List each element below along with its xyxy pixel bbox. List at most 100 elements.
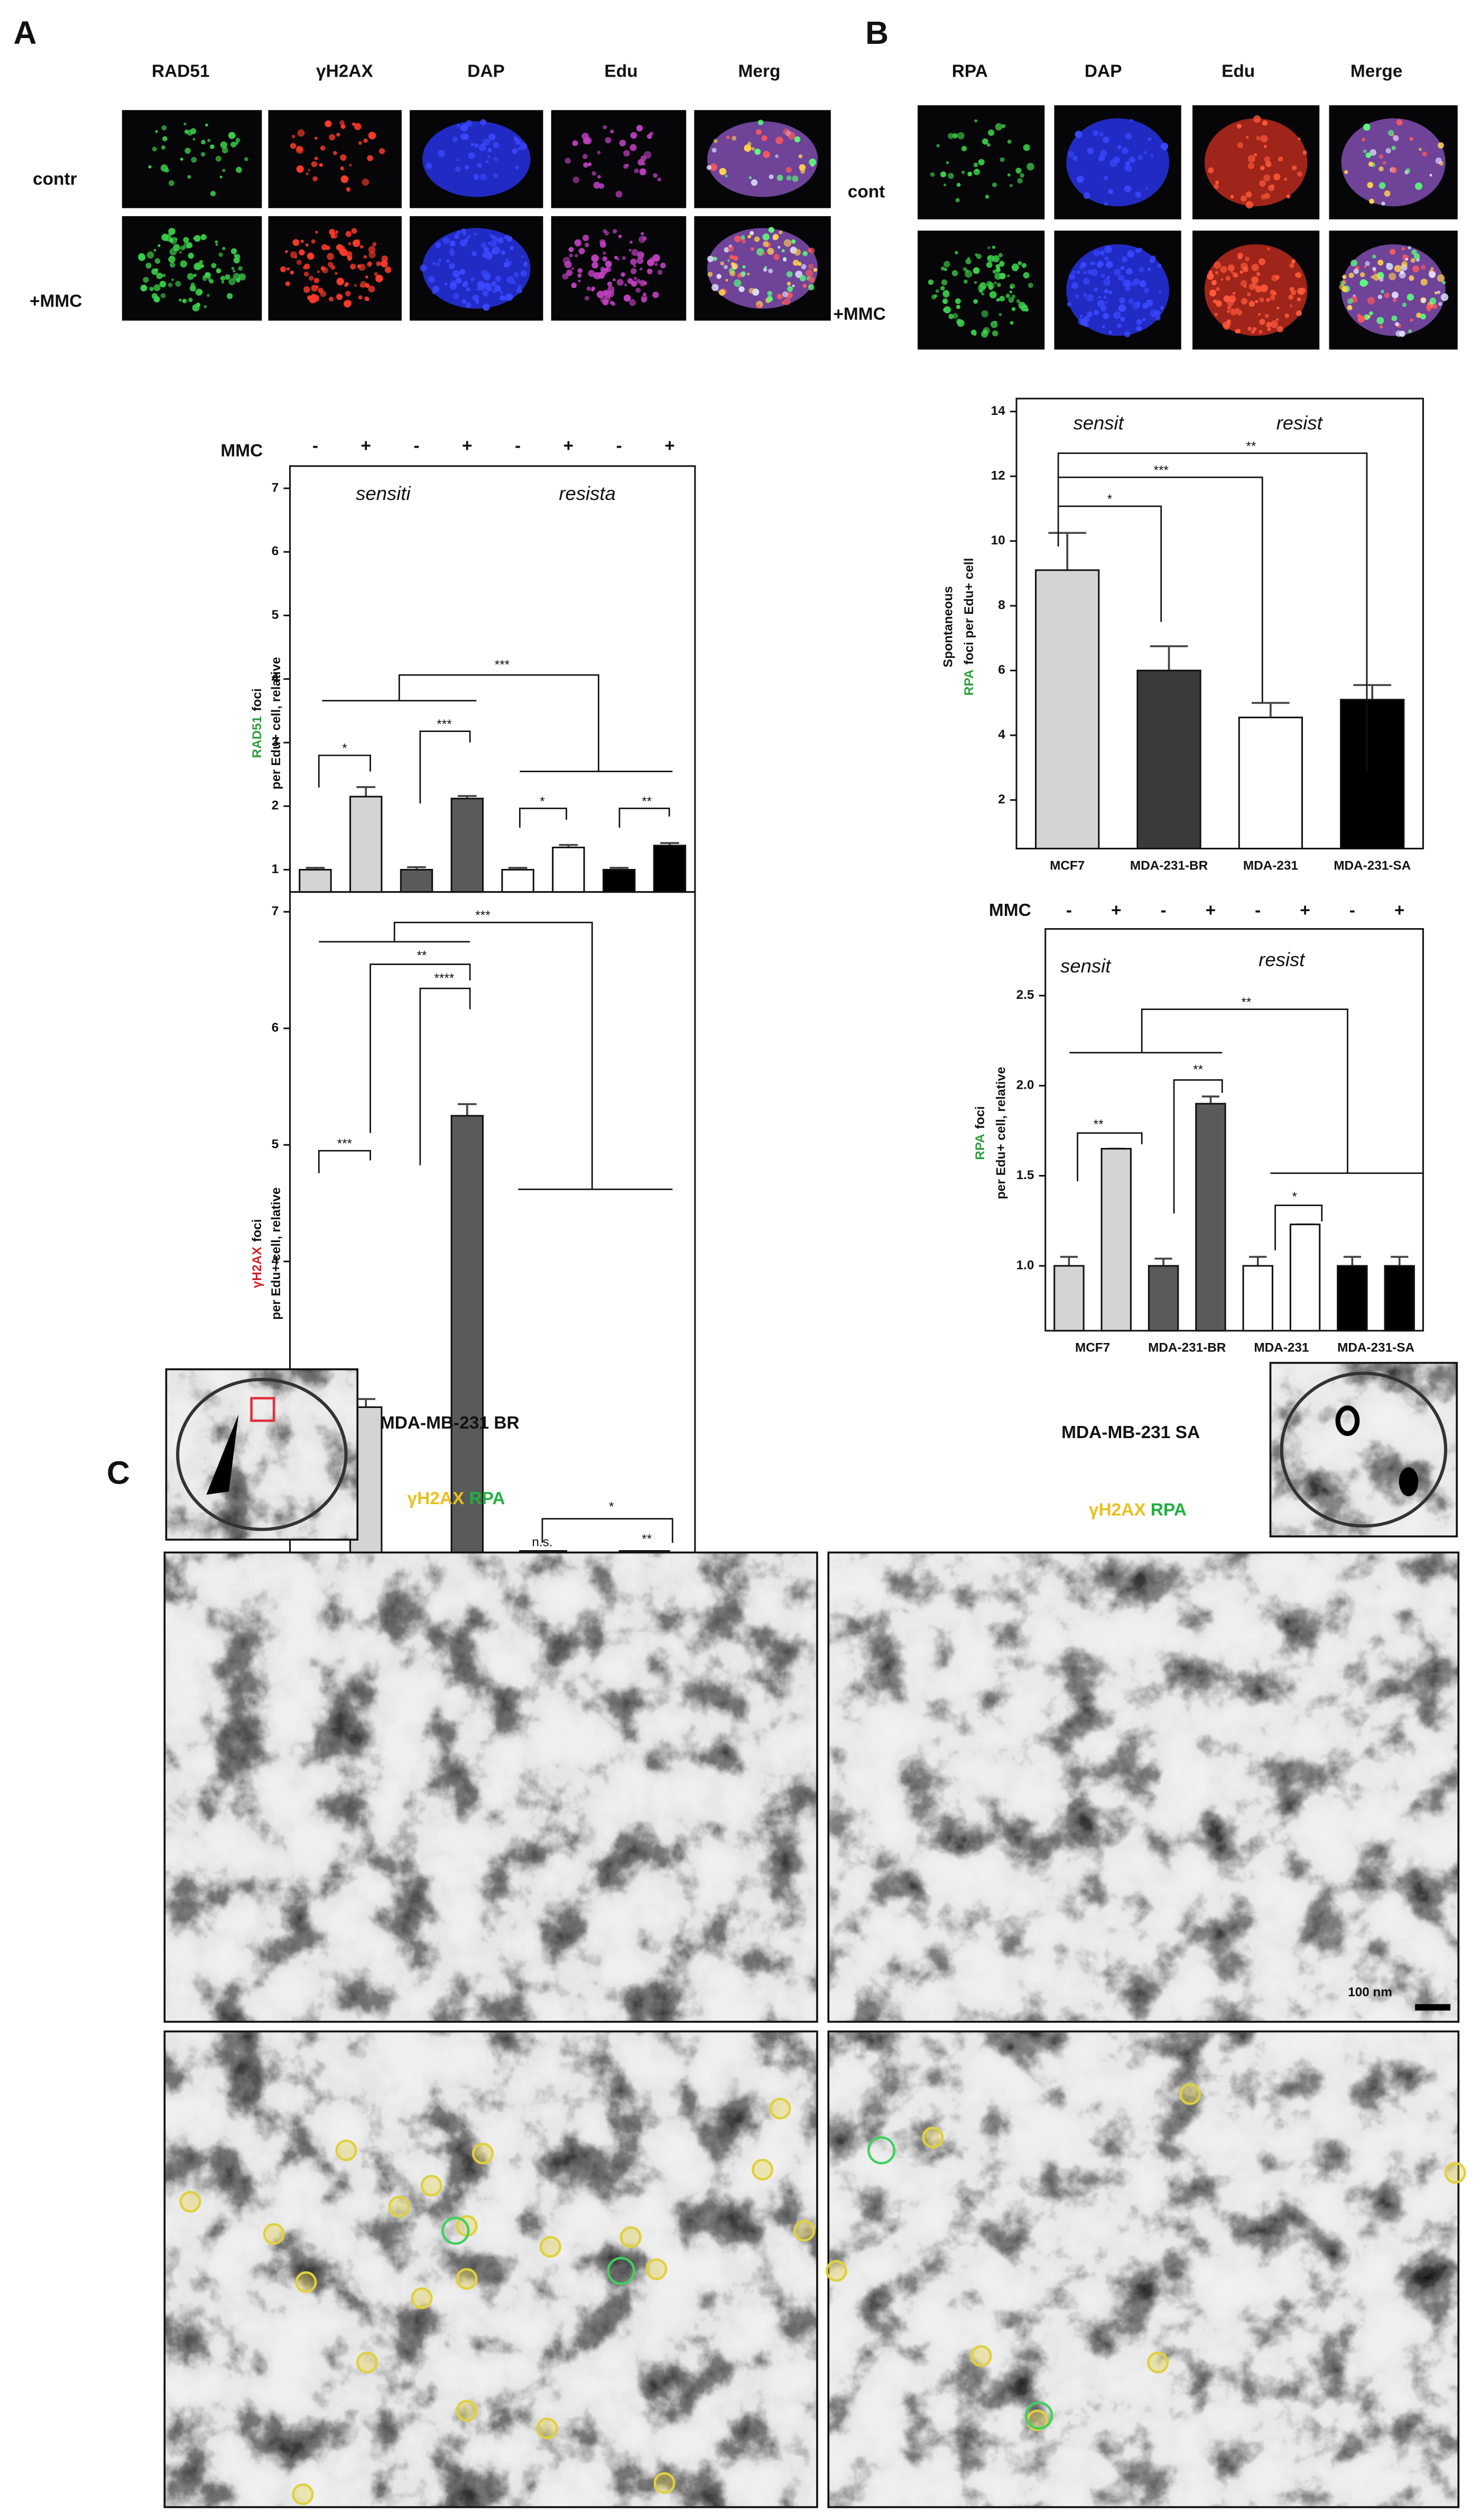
significance-bracket — [1077, 1132, 1143, 1181]
focus — [291, 134, 295, 138]
focus — [1435, 291, 1438, 294]
focus — [438, 150, 445, 158]
stain-name: γH2AX — [1089, 1500, 1146, 1520]
focus — [1237, 252, 1243, 258]
focus — [609, 301, 614, 305]
focus — [340, 166, 345, 171]
bar — [1384, 1265, 1415, 1332]
focus — [604, 291, 612, 298]
focus — [642, 236, 647, 241]
focus — [1007, 274, 1010, 277]
focus — [482, 290, 489, 297]
focus — [1413, 253, 1420, 260]
focus — [565, 158, 571, 164]
focus — [1135, 191, 1142, 198]
micrograph — [266, 214, 403, 322]
group-label: MDA-231-BR — [1148, 1341, 1226, 1355]
focus — [763, 151, 770, 159]
focus — [336, 293, 343, 300]
focus — [623, 294, 631, 302]
focus — [449, 249, 455, 256]
focus — [1247, 292, 1251, 297]
focus — [1236, 329, 1241, 333]
focus — [513, 272, 519, 278]
focus — [1089, 262, 1094, 266]
focus — [974, 299, 977, 303]
focus — [961, 170, 965, 174]
focus — [982, 138, 988, 145]
focus — [591, 171, 597, 176]
y-axis-label: Spontaneous — [941, 586, 956, 668]
focus — [216, 268, 221, 274]
mmc-sign: - — [515, 436, 521, 456]
focus — [727, 259, 730, 262]
focus — [146, 251, 154, 259]
focus — [207, 138, 211, 142]
focus — [944, 261, 950, 267]
micrograph — [549, 108, 688, 210]
x-tick-label: MDA-231 — [1243, 858, 1298, 873]
focus — [230, 248, 237, 254]
focus — [195, 289, 203, 296]
focus — [1420, 313, 1426, 320]
focus — [435, 242, 441, 248]
y-axis-label-marker: RPA — [962, 670, 976, 696]
focus — [725, 174, 728, 178]
column-label: γH2AX — [316, 62, 373, 81]
y-tick-label: 2 — [272, 799, 279, 813]
bar — [501, 869, 534, 893]
focus — [1023, 272, 1030, 279]
em-texture — [164, 1552, 817, 2022]
focus — [1407, 293, 1414, 301]
focus — [1018, 261, 1022, 265]
focus — [357, 264, 362, 268]
focus — [321, 244, 328, 251]
focus — [1108, 330, 1113, 335]
focus — [473, 174, 479, 180]
focus — [512, 148, 518, 154]
gold-label — [179, 2191, 201, 2213]
focus — [614, 255, 618, 260]
focus — [618, 234, 622, 238]
focus — [168, 255, 175, 263]
focus — [1362, 137, 1365, 142]
y-tick-label: 4 — [272, 1254, 279, 1268]
micrograph — [1327, 229, 1459, 351]
focus — [802, 251, 808, 256]
bar — [1238, 716, 1303, 850]
focus — [1263, 174, 1271, 182]
focus — [1126, 268, 1133, 275]
focus — [808, 248, 812, 253]
focus — [1289, 263, 1294, 268]
focus — [192, 138, 196, 141]
focus — [211, 263, 217, 268]
focus — [480, 270, 488, 277]
focus — [607, 281, 613, 287]
focus — [621, 272, 625, 277]
focus — [477, 163, 482, 168]
focus — [500, 291, 503, 294]
focus — [1405, 168, 1411, 173]
focus — [516, 288, 523, 294]
focus — [311, 284, 318, 292]
focus — [1236, 310, 1243, 316]
focus — [311, 161, 318, 168]
y-axis-label: γH2AX foci — [250, 1219, 264, 1288]
focus — [718, 289, 726, 296]
focus — [1124, 166, 1128, 170]
focus — [1142, 303, 1149, 309]
focus — [183, 122, 187, 126]
focus — [719, 168, 727, 175]
focus — [1254, 153, 1257, 157]
focus — [340, 154, 347, 161]
focus — [942, 298, 948, 304]
significance-label: **** — [434, 971, 455, 985]
focus — [762, 252, 765, 255]
focus — [352, 122, 356, 126]
focus — [493, 142, 500, 149]
focus — [169, 262, 175, 268]
focus — [1339, 284, 1345, 290]
gold-label — [456, 2399, 478, 2422]
gold-label — [263, 2223, 285, 2245]
